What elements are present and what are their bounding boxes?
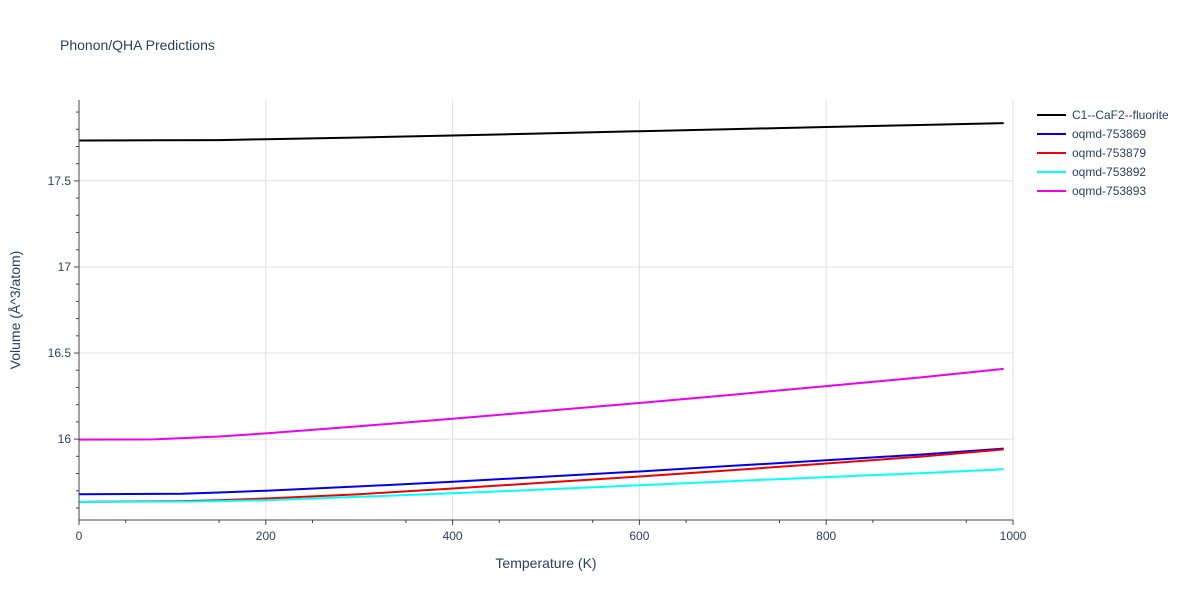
series-line-C1--CaF2--fluorite <box>78 122 1004 142</box>
legend-label: oqmd-753869 <box>1072 127 1146 141</box>
series-lines <box>78 122 1004 503</box>
y-tick-label: 16 <box>58 432 72 446</box>
x-tick-label: 1000 <box>1000 529 1027 543</box>
x-tick-label: 400 <box>443 529 463 543</box>
legend-label: oqmd-753892 <box>1072 165 1146 179</box>
y-tick-label: 17 <box>58 260 72 274</box>
y-tick-label: 16.5 <box>48 346 72 360</box>
chart-title: Phonon/QHA Predictions <box>60 37 215 53</box>
series-line-oqmd-753893 <box>78 367 1004 441</box>
x-axis-title: Temperature (K) <box>495 555 596 571</box>
axes <box>78 100 1013 521</box>
legend: C1--CaF2--fluorite oqmd-753869 oqmd-753879… <box>1037 108 1169 198</box>
y-tick-label: 17.5 <box>48 174 72 188</box>
x-tick-label: 600 <box>629 529 649 543</box>
x-tick-label: 200 <box>256 529 276 543</box>
y-axis-title: Volume (Å^3/atom) <box>7 251 23 370</box>
series-line-oqmd-753892 <box>78 468 1004 503</box>
series-line-oqmd-753869 <box>78 447 1004 496</box>
legend-label: oqmd-753893 <box>1072 184 1146 198</box>
grid <box>79 100 1014 520</box>
x-tick-label: 800 <box>816 529 836 543</box>
x-tick-label: 0 <box>76 529 83 543</box>
tick-labels: 0 200 400 600 800 1000 16 16.5 17 17.5 <box>48 111 1027 543</box>
legend-label: oqmd-753879 <box>1072 146 1146 160</box>
legend-label: C1--CaF2--fluorite <box>1072 108 1169 122</box>
